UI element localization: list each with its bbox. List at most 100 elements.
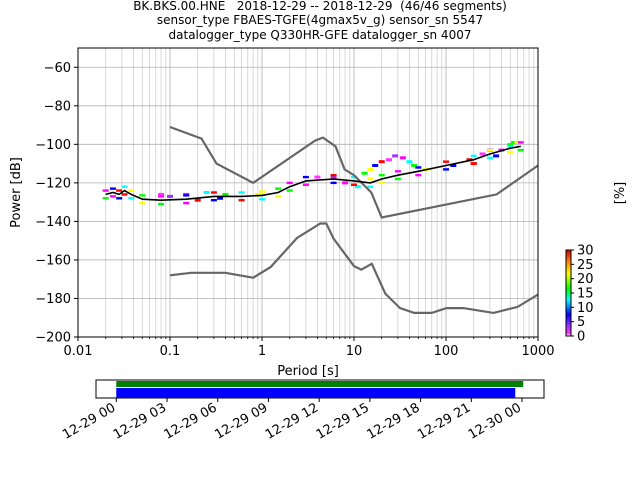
psd-cell	[385, 158, 392, 162]
psd-cell	[342, 181, 349, 185]
y-tick-label: −140	[35, 215, 71, 230]
psd-cell	[394, 177, 401, 181]
x-ticks: 0.01 0.1 1 10 100 1000	[64, 337, 555, 359]
psd-cell	[507, 150, 514, 154]
psd-cell	[466, 158, 473, 162]
colorbar-tick-label: 0	[577, 330, 585, 345]
psd-cell	[470, 154, 477, 158]
psd-cell	[158, 202, 165, 206]
psd-cell	[470, 162, 477, 165]
psd-cell	[286, 189, 293, 192]
time-tick-label: 12-30 00	[466, 400, 524, 442]
psd-cell	[158, 192, 165, 196]
psd-cell	[183, 194, 190, 197]
psd-cell	[378, 160, 385, 164]
psd-cell	[378, 173, 385, 177]
colorbar-tick-label: 15	[577, 287, 594, 302]
psd-cell	[415, 166, 422, 169]
time-tick-label: 12-29 09	[212, 400, 270, 442]
time-tick-label: 12-29 21	[415, 400, 473, 442]
psd-cell	[367, 177, 374, 181]
psd-cell	[254, 192, 261, 196]
psd-cell	[330, 173, 337, 177]
x-tick-label: 0.01	[64, 344, 93, 359]
psd-cell	[238, 199, 245, 202]
psd-cell	[486, 156, 493, 160]
psd-cell	[493, 154, 500, 158]
psd-cell	[102, 189, 109, 192]
time-tick-label: 12-29 18	[364, 400, 422, 442]
y-tick-label: −80	[44, 99, 71, 114]
psd-cell	[194, 198, 201, 202]
psd-cell	[128, 189, 135, 192]
psd-cell	[139, 194, 146, 197]
colorbar-tick-label: 20	[577, 272, 594, 287]
y-tick-label: −200	[35, 331, 71, 346]
y-tick-label: −100	[35, 138, 71, 153]
psd-cell	[351, 183, 357, 186]
psd-cell	[275, 187, 282, 190]
y-tick-label: −180	[35, 292, 71, 307]
time-tick-label: 12-29 12	[263, 400, 321, 442]
psd-coverage-bar	[116, 388, 516, 398]
psd-cell	[372, 164, 379, 168]
psd-cell	[139, 201, 146, 205]
x-tick-label: 10	[346, 344, 363, 359]
psd-cell	[507, 144, 514, 148]
psd-cell	[158, 195, 165, 198]
psd-cell	[354, 185, 361, 189]
x-tick-label: 100	[434, 344, 459, 359]
data-coverage-bar	[116, 381, 524, 387]
chart-title-line-3: datalogger_type Q330HR-GFE datalogger_sn…	[168, 28, 472, 42]
psd-cell	[203, 191, 210, 194]
psd-cell	[210, 191, 217, 194]
psd-cell	[394, 170, 401, 173]
y-ticks: −200 −180 −160 −140 −120 −100 −80 −60	[35, 61, 78, 346]
colorbar	[565, 249, 572, 337]
psd-cell	[330, 175, 337, 179]
psd-cell	[330, 181, 337, 185]
psd-cell	[411, 164, 418, 168]
psd-cell	[116, 197, 123, 200]
psd-cell	[450, 164, 457, 168]
psd-cell	[443, 168, 449, 171]
y-tick-label: −120	[35, 176, 71, 191]
x-tick-label: 0.1	[160, 344, 181, 359]
psd-cell	[514, 140, 521, 144]
x-tick-label: 1000	[521, 344, 554, 359]
mode-line	[105, 145, 521, 202]
nlnm-line	[169, 222, 539, 315]
colorbar-tick-label: 10	[577, 301, 594, 316]
noise-models	[169, 125, 539, 315]
psd-cell	[392, 154, 399, 158]
psd-cell	[415, 173, 422, 177]
psd-cell	[314, 175, 321, 179]
psd-cell	[406, 160, 413, 164]
psd-cell	[102, 197, 109, 200]
psd-cell	[302, 183, 309, 186]
time-tick-label: 12-29 00	[60, 400, 118, 442]
psd-cell	[238, 191, 245, 194]
psd-cell	[486, 148, 493, 152]
psd-cell	[109, 195, 116, 198]
time-tick-label: 12-29 06	[162, 400, 220, 442]
psd-cell	[222, 192, 229, 196]
psd-cell	[217, 196, 224, 200]
y-tick-label: −60	[44, 61, 71, 76]
psd-cell	[361, 171, 368, 175]
psd-cell	[443, 160, 449, 163]
psd-cell	[351, 175, 357, 179]
psd-cell	[109, 187, 116, 190]
x-axis-label: Period [s]	[277, 364, 339, 379]
psd-cell	[128, 197, 135, 200]
colorbar-tick-label: 25	[577, 258, 594, 273]
psd-cell	[116, 189, 123, 192]
psd-cell	[399, 156, 406, 160]
time-tick-label: 12-29 03	[111, 400, 169, 442]
mode-line-path	[105, 145, 521, 202]
psd-cell	[210, 199, 217, 202]
colorbar-tick-label: 30	[577, 244, 594, 259]
